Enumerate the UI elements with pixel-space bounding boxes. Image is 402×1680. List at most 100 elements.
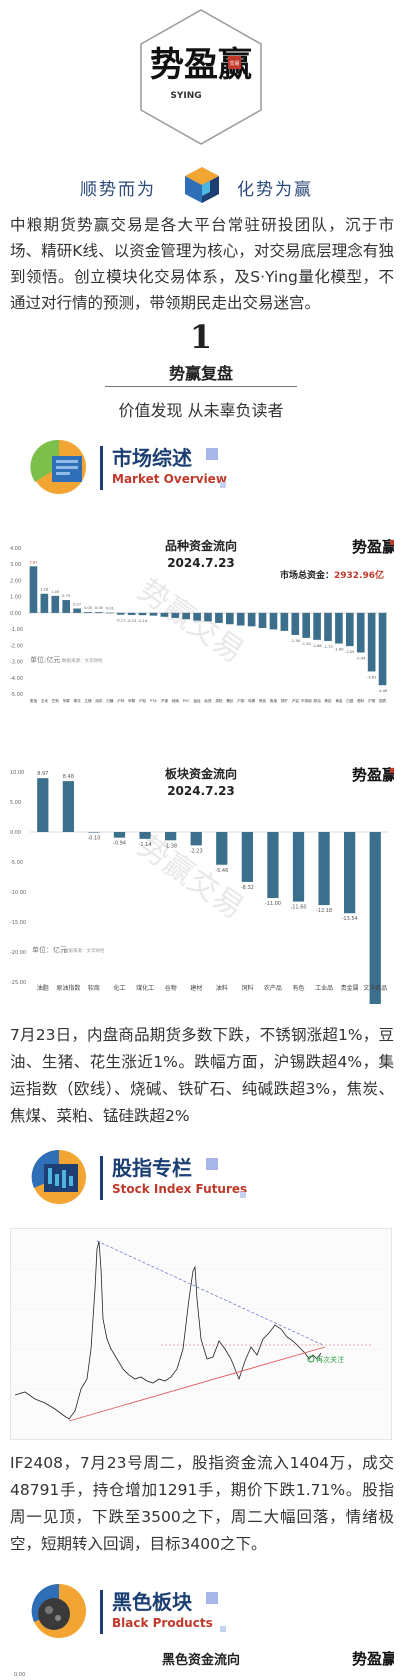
header-bar	[100, 446, 103, 490]
bar-value-label: 1.18	[40, 588, 49, 592]
market-summary-text: 7月23日，内盘商品期货多数下跌，不锈钢涨超1%，豆油、生猪、花生涨近1%。跌幅…	[10, 1026, 394, 1125]
bar	[40, 593, 49, 613]
y-tick-label: -3.00	[10, 660, 23, 666]
brand-logo: 势盈赢 SYING 交易	[140, 9, 262, 145]
x-tick-label: 贵金属	[341, 984, 359, 992]
bar-value-label: -0.13	[127, 619, 136, 623]
x-tick-label: 化工	[113, 984, 125, 992]
bar	[138, 612, 147, 616]
bar-value-label: -4.46	[378, 689, 388, 693]
x-tick-label: 黄金	[335, 698, 343, 703]
total-funds-annotation: 市场总资金：2932.96亿	[280, 569, 384, 581]
x-tick-label: 原油指数	[56, 984, 80, 992]
bar-value-label: -5.46	[215, 868, 228, 874]
kline-chart: 再次关注	[10, 1228, 392, 1440]
x-tick-label: 工业品	[315, 984, 333, 992]
bar	[88, 832, 100, 833]
source-label: 数据来源：文华财经	[62, 657, 103, 664]
y-tick-label: 0.00	[10, 830, 21, 836]
market-overview-title: 市场综述	[112, 446, 192, 470]
cube-logo-icon	[185, 167, 219, 203]
bar	[116, 612, 125, 615]
bar-value-label: -0.11	[116, 619, 125, 623]
y-tick-label: -1.00	[10, 627, 23, 633]
bar-value-label: -0.10	[87, 836, 100, 842]
bar-value-label: -11.60	[290, 905, 306, 911]
bar-value-label: -1.54	[302, 642, 312, 646]
source-label: 数据来源：文华财经	[64, 947, 105, 954]
descending-trendline	[96, 1240, 324, 1346]
x-tick-label: 塑料	[357, 698, 365, 703]
section-number: 1	[189, 318, 213, 356]
x-tick-label: 建材	[190, 984, 202, 992]
stock-index-icon	[31, 1149, 86, 1204]
bar-value-label: -13.54	[342, 916, 358, 922]
slogan-left: 顺势而为	[80, 180, 156, 200]
black-fund-flow-chart: 黑色资金流向 0.00 势盈赢	[8, 1644, 394, 1680]
x-tick-label: 锰硅	[193, 698, 201, 703]
bar-value-label: 0.05	[95, 606, 103, 610]
x-tick-label: 苹果	[63, 698, 71, 703]
x-tick-label: 文华商品	[363, 984, 387, 992]
bar	[62, 600, 70, 613]
bar	[369, 832, 381, 1004]
x-tick-label: 农产品	[264, 984, 282, 992]
bar	[313, 612, 321, 640]
x-tick-label: 饲料	[241, 984, 253, 992]
bar	[280, 612, 289, 631]
bar	[247, 612, 256, 627]
variety-fund-flow-chart: 势赢交易 4.00 3.00 2.00 1.00 0.00 -1.00 -2.00 -3.00-…	[8, 536, 394, 730]
y-tick-label: 1.00	[10, 595, 21, 601]
x-tick-label: 沪铝	[292, 698, 300, 703]
bar	[171, 612, 180, 618]
y-tick-label: 5.00	[10, 800, 21, 806]
bar	[149, 612, 158, 616]
bar-value-label: -8.32	[241, 885, 254, 891]
bar	[378, 612, 387, 686]
bar	[269, 612, 278, 630]
kline-background	[11, 1229, 391, 1439]
bar	[318, 832, 330, 906]
bar-value-label: -1.73	[323, 645, 332, 649]
bar	[335, 612, 343, 644]
kline-tag: 再次关注	[316, 1355, 344, 1364]
bar-value-label: 0.27	[73, 603, 81, 607]
slogan-row: 顺势而为 化势为赢	[0, 165, 402, 205]
section-title: 势赢复盘	[168, 364, 233, 383]
bar	[165, 832, 177, 841]
x-tick-label: 原油	[313, 698, 321, 703]
x-tick-label: 菜粕	[215, 698, 223, 703]
decor-square	[206, 1592, 218, 1604]
x-tick-label: 沪铜	[237, 698, 245, 703]
bar	[258, 612, 267, 628]
bar	[302, 612, 310, 638]
bar	[204, 612, 212, 622]
bar	[236, 612, 245, 626]
decor-square	[206, 448, 218, 460]
bar	[37, 778, 49, 832]
stock-summary-text: IF2408，7月23号周二，股指资金流入1404万，成交48791手，持仓增加…	[10, 1454, 394, 1553]
x-tick-label: 鸡蛋	[248, 698, 256, 703]
y-tick-label: -5.00	[10, 860, 23, 866]
bar	[84, 612, 92, 613]
bar-value-label: -1.38	[164, 843, 177, 849]
bar-value-label: -11.00	[265, 901, 281, 907]
header-bar	[100, 1156, 103, 1200]
stock-index-subtitle: Stock Index Futures	[112, 1182, 248, 1196]
decor-square-small	[240, 1192, 246, 1198]
x-tick-label: 油脂	[37, 984, 49, 992]
bar-value-label: 8.97	[37, 771, 48, 777]
chart-logo: 势盈赢	[352, 538, 394, 556]
y-tick-label: -25.00	[10, 980, 26, 986]
y-tick-label: -15.00	[10, 920, 26, 926]
bar	[356, 612, 365, 653]
bar	[215, 612, 223, 623]
x-tick-label: 国债	[379, 698, 387, 703]
sector-fund-flow-svg: 势赢交易10.005.000.00-5.00-10.00-15.00-20.00…	[10, 766, 394, 1004]
bar-value-label: -2.23	[190, 848, 203, 854]
bar	[267, 832, 279, 898]
bar	[51, 595, 60, 613]
bar	[160, 612, 169, 617]
y-tick-label: 0.00	[10, 611, 21, 617]
bar	[106, 612, 114, 614]
